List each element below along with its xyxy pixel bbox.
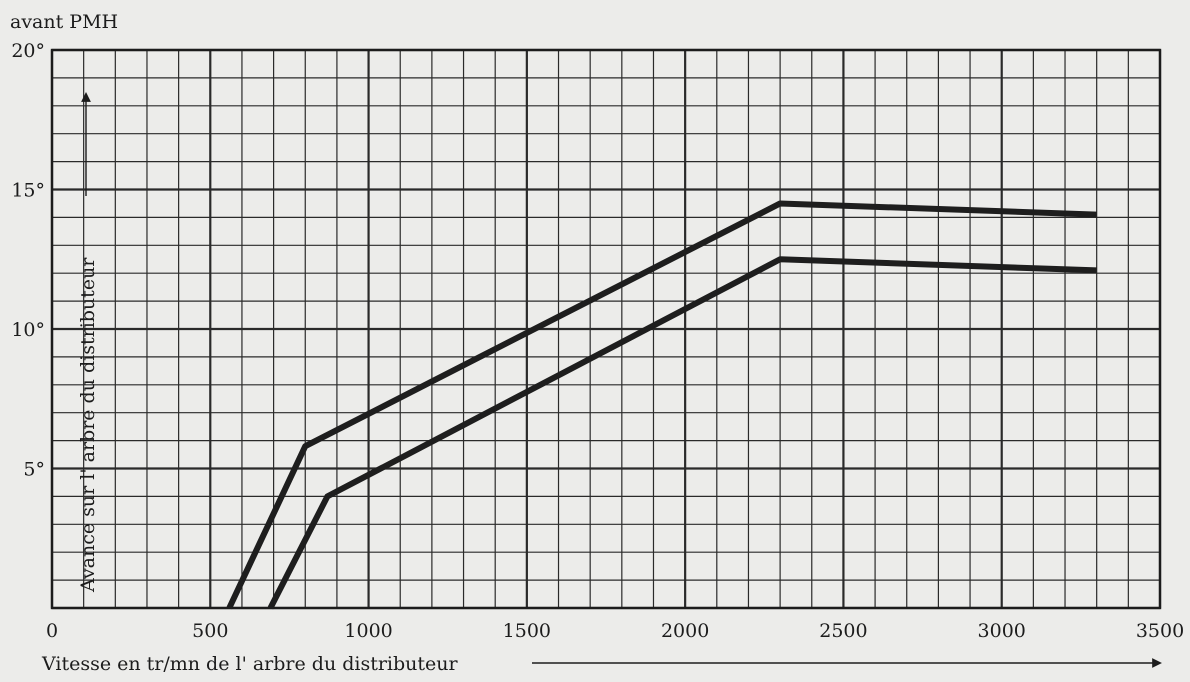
grid bbox=[50, 48, 1162, 610]
x-tick-label: 500 bbox=[192, 620, 228, 642]
x-axis-label: Vitesse en tr/mn de l' arbre du distribu… bbox=[41, 653, 459, 675]
tick-labels: 0 500 1000 1500 2000 2500 3000 3500 5° 10° 15° 20° bbox=[11, 40, 1184, 642]
x-tick-label: 2000 bbox=[661, 620, 709, 642]
y-tick-label: 15° bbox=[11, 180, 45, 202]
series-layer bbox=[226, 200, 1097, 610]
x-tick-label: 1500 bbox=[503, 620, 551, 642]
y-axis-label: Avance sur l' arbre du distributeur bbox=[77, 257, 99, 593]
series-line-upper bbox=[226, 200, 1097, 610]
x-tick-label: 0 bbox=[46, 620, 58, 642]
x-tick-label: 3500 bbox=[1136, 620, 1184, 642]
x-tick-label: 2500 bbox=[819, 620, 867, 642]
corner-label: avant PMH bbox=[10, 11, 118, 33]
x-tick-label: 1000 bbox=[344, 620, 392, 642]
series-line-lower bbox=[267, 256, 1097, 610]
x-tick-label: 3000 bbox=[978, 620, 1026, 642]
y-tick-label: 20° bbox=[11, 40, 45, 62]
plot-frame bbox=[50, 48, 1162, 610]
y-tick-label: 10° bbox=[11, 319, 45, 341]
y-tick-label: 5° bbox=[23, 459, 45, 481]
